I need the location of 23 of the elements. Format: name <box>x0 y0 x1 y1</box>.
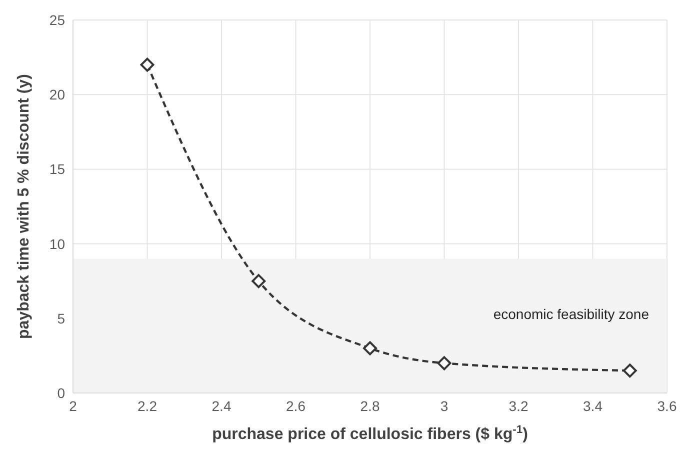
x-axis-title: purchase price of cellulosic fibers ($ kg$^{-1}$) <box>212 424 528 443</box>
y-tick-label: 25 <box>49 12 66 28</box>
x-tick-label: 2.4 <box>212 398 232 414</box>
x-tick-label: 3 <box>440 398 448 414</box>
y-axis-title: payback time with 5 % discount (y) <box>16 74 33 339</box>
point <box>622 364 637 378</box>
y-tick-label: 20 <box>49 86 66 103</box>
x-tick-label: 2.8 <box>360 398 380 414</box>
y-tick-label: 0 <box>57 384 66 401</box>
y-tick-label: 15 <box>49 161 66 178</box>
y-tick-label: 5 <box>57 310 66 326</box>
x-tick-label: 3.2 <box>508 398 528 414</box>
point <box>252 274 266 288</box>
x-tick-label: 2 <box>69 398 78 414</box>
point <box>437 356 452 370</box>
x-tick-label: 3.4 <box>583 398 603 414</box>
point <box>140 58 154 72</box>
x-tick-label: 2.2 <box>138 398 158 414</box>
x-tick-label: 2.6 <box>286 398 306 414</box>
point <box>363 341 377 356</box>
y-tick-label: 10 <box>49 236 66 252</box>
band-label: economic feasibility zone <box>493 306 650 322</box>
x-tick-label: 3.6 <box>657 398 677 414</box>
